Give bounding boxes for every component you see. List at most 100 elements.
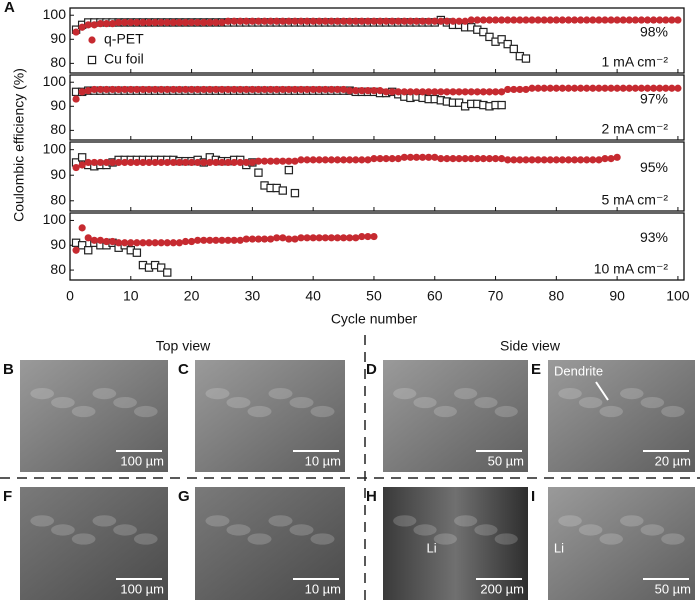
point xyxy=(102,158,111,167)
point xyxy=(601,16,609,24)
point xyxy=(546,16,554,24)
point xyxy=(169,239,177,247)
sem-image xyxy=(383,487,528,600)
point xyxy=(273,157,281,165)
point xyxy=(327,234,336,242)
panel-letter: D xyxy=(366,361,377,378)
point xyxy=(206,85,214,94)
point xyxy=(267,17,275,25)
legend-label: Cu foil xyxy=(104,51,144,67)
point xyxy=(346,17,354,25)
point xyxy=(260,17,269,25)
point xyxy=(230,17,238,25)
point xyxy=(321,156,329,164)
point xyxy=(637,16,646,24)
current-label: 5 mA cm⁻² xyxy=(601,192,668,208)
point xyxy=(528,16,536,24)
point xyxy=(607,16,615,24)
point xyxy=(504,85,512,94)
point xyxy=(194,85,202,94)
point xyxy=(406,17,415,25)
point xyxy=(412,88,421,96)
point xyxy=(157,85,165,94)
point xyxy=(72,95,80,103)
point xyxy=(285,17,293,25)
point xyxy=(333,85,342,94)
point xyxy=(443,17,451,25)
point xyxy=(72,246,80,254)
legend-marker xyxy=(88,36,96,44)
texture xyxy=(247,533,272,545)
point xyxy=(303,234,311,242)
point xyxy=(394,155,402,163)
point xyxy=(169,158,177,167)
point xyxy=(577,156,585,164)
point xyxy=(479,16,487,24)
texture xyxy=(620,388,644,400)
point xyxy=(498,155,506,163)
point xyxy=(437,155,445,163)
point xyxy=(631,84,639,92)
panel-letter: F xyxy=(3,488,12,505)
point xyxy=(418,88,427,96)
point xyxy=(516,16,524,24)
point xyxy=(497,35,506,44)
x-tick-label: 90 xyxy=(609,288,625,304)
point xyxy=(297,17,305,25)
point xyxy=(431,17,439,25)
point xyxy=(485,32,494,42)
point xyxy=(96,20,104,28)
point xyxy=(127,158,135,167)
scale-label: 50 µm xyxy=(488,453,524,468)
point xyxy=(309,156,317,164)
point xyxy=(284,165,294,175)
point xyxy=(132,248,142,257)
point xyxy=(84,234,92,242)
point xyxy=(145,85,153,94)
point xyxy=(595,156,603,164)
point xyxy=(139,158,147,167)
point xyxy=(291,17,299,25)
point xyxy=(346,87,354,95)
point xyxy=(157,18,165,27)
point xyxy=(504,16,512,24)
point xyxy=(78,23,86,31)
point xyxy=(352,17,360,25)
point xyxy=(376,87,384,95)
point xyxy=(285,235,293,243)
point xyxy=(77,241,87,250)
point xyxy=(303,156,311,164)
point xyxy=(382,88,390,96)
point xyxy=(267,85,275,94)
point xyxy=(339,156,348,164)
point xyxy=(327,85,336,94)
scale-label: 100 µm xyxy=(120,581,164,596)
point xyxy=(224,158,232,167)
point xyxy=(163,239,171,247)
point xyxy=(461,155,469,163)
point xyxy=(291,235,299,243)
point xyxy=(528,156,536,164)
point xyxy=(352,234,360,242)
point xyxy=(108,20,117,28)
texture xyxy=(474,524,498,536)
point xyxy=(267,235,275,243)
plot-frame xyxy=(69,212,685,281)
scale-label: 20 µm xyxy=(655,453,691,468)
point xyxy=(467,88,475,96)
point xyxy=(352,156,360,164)
point xyxy=(315,85,323,94)
point xyxy=(564,16,573,24)
plot-frame xyxy=(69,7,685,74)
texture xyxy=(578,524,603,536)
point xyxy=(455,155,463,163)
point xyxy=(503,39,512,49)
point xyxy=(637,84,646,92)
point xyxy=(479,155,487,163)
point xyxy=(187,237,196,246)
texture xyxy=(661,405,685,418)
point xyxy=(242,17,250,25)
image-panel: 50 µm Li xyxy=(548,487,695,600)
point xyxy=(516,156,524,164)
